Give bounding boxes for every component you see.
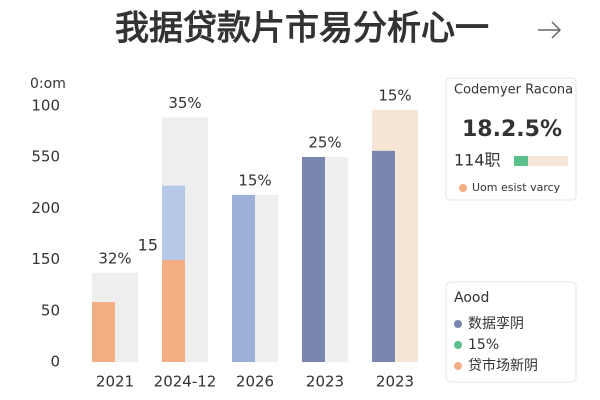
x-tick-label: 2021 [96,373,134,391]
bar-annotation: 25% [308,134,341,152]
legend-marker [454,362,462,370]
y-tick-label: 50 [41,301,60,319]
kpi-title: Codemyer Racona [454,83,573,98]
kpi-bar-track [528,156,568,166]
bar-annotation: 35% [168,94,201,112]
bar [162,260,185,362]
y-tick-label: 150 [31,250,60,268]
kpi-card [445,77,577,201]
legend-label: 贷市场新阴 [468,357,538,374]
bar-annotation: 32% [98,249,131,267]
x-tick-label: 2023 [376,373,414,391]
bar [302,157,325,362]
bar-annotation: 15% [238,171,271,189]
x-tick-label: 2024-12 [154,373,217,391]
legend-label: 数据孪阴 [468,315,524,332]
arrow-icon [538,21,562,39]
y-tick-label: 550 [31,148,60,166]
y-tick-label: 100 [31,96,60,114]
y-tick-label: 200 [31,199,60,217]
y-tick-label: 0 [50,353,60,371]
legend-marker [454,341,462,349]
legend-title: Aood [454,290,489,306]
legend-label: 15% [468,337,499,353]
kpi-note: Uom esist varcy [472,181,561,194]
bar [92,302,115,362]
y-axis-label: 0:om [30,76,66,92]
chart-title: 我据贷款片市易分析心一 [115,9,489,49]
x-tick-label: 2023 [306,373,344,391]
x-tick-label: 2026 [236,373,274,391]
legend-marker [454,320,462,328]
bar-annotation: 15% [378,86,411,104]
bar [232,194,255,362]
kpi-bar [514,156,528,166]
bar [372,150,395,362]
kpi-dot [459,184,467,192]
legend-box [445,281,577,383]
side-note: 15 [138,236,158,255]
kpi-value: 18.2.5% [462,117,562,142]
kpi-label: 114职 [454,151,501,170]
